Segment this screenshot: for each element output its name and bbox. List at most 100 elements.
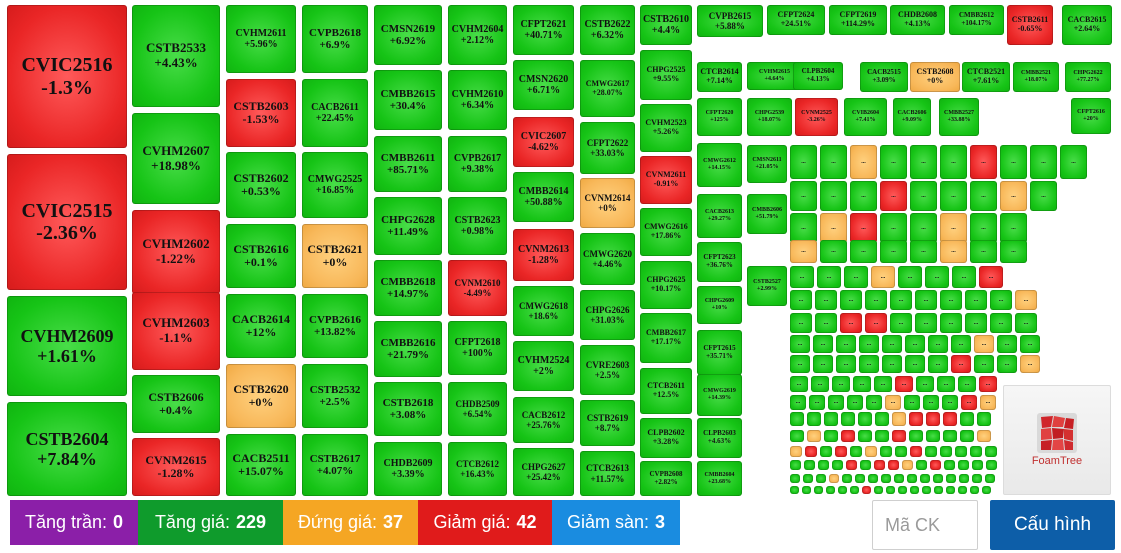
- stock-tile-chdb2609[interactable]: CHDB2609 +3.39%: [374, 442, 442, 496]
- stock-tile-more[interactable]: ...: [974, 335, 994, 353]
- stock-tile-more[interactable]: [898, 486, 907, 494]
- stock-tile-more[interactable]: [934, 486, 943, 494]
- stock-tile-cvre2603[interactable]: CVRE2603 +2.5%: [580, 345, 635, 395]
- stock-tile-cmbb2618[interactable]: CMBB2618 +14.97%: [374, 260, 442, 316]
- legend-ceiling[interactable]: Tăng trần: 0: [10, 500, 138, 545]
- stock-tile-more[interactable]: ...: [915, 313, 937, 333]
- stock-tile-more[interactable]: ...: [951, 355, 971, 373]
- stock-tile-more[interactable]: ...: [836, 355, 856, 373]
- stock-tile-cvnm2613[interactable]: CVNM2613 -1.28%: [513, 229, 574, 281]
- stock-tile-more[interactable]: [842, 474, 852, 483]
- stock-tile-ctcb2613[interactable]: CTCB2613 +11.57%: [580, 451, 635, 496]
- stock-tile-more[interactable]: [894, 474, 904, 483]
- stock-tile-more[interactable]: [958, 460, 969, 470]
- stock-tile-more[interactable]: [841, 430, 855, 442]
- stock-tile-cmbb2614[interactable]: CMBB2614 +50.88%: [513, 172, 574, 222]
- stock-tile-more[interactable]: [835, 446, 847, 457]
- stock-tile-more[interactable]: [807, 430, 821, 442]
- stock-tile-more[interactable]: [824, 412, 838, 426]
- stock-tile-more[interactable]: ...: [880, 145, 907, 179]
- stock-tile-more[interactable]: ...: [885, 395, 901, 410]
- stock-tile-more[interactable]: ...: [974, 355, 994, 373]
- stock-tile-more[interactable]: [977, 430, 991, 442]
- stock-tile-more[interactable]: [920, 474, 930, 483]
- stock-tile-more[interactable]: ...: [813, 355, 833, 373]
- stock-tile-cstb2620[interactable]: CSTB2620 +0%: [226, 364, 296, 428]
- stock-tile-clpb2603[interactable]: CLPB2603 +4.63%: [697, 418, 742, 458]
- stock-tile-more[interactable]: [875, 430, 889, 442]
- stock-tile-more[interactable]: ...: [940, 145, 967, 179]
- stock-tile-cvnm2610[interactable]: CVNM2610 -4.49%: [448, 260, 507, 316]
- stock-tile-cvhm2610[interactable]: CVHM2610 +6.34%: [448, 70, 507, 130]
- stock-tile-more[interactable]: ...: [790, 266, 814, 288]
- stock-tile-more[interactable]: ...: [820, 213, 847, 243]
- stock-tile-more[interactable]: [874, 460, 885, 470]
- stock-tile-cvnm2614[interactable]: CVNM2614 +0%: [580, 178, 635, 228]
- stock-tile-chpg2539[interactable]: CHPG2539 +18.07%: [747, 98, 792, 136]
- stock-tile-more[interactable]: [926, 412, 940, 426]
- stock-tile-cfpt2622[interactable]: CFPT2622 +33.03%: [580, 122, 635, 174]
- stock-tile-more[interactable]: ...: [865, 313, 887, 333]
- stock-tile-cmbb2604[interactable]: CMBB2604 +23.68%: [697, 461, 742, 496]
- stock-tile-cacb2612[interactable]: CACB2612 +25.76%: [513, 397, 574, 443]
- stock-tile-more[interactable]: ...: [844, 266, 868, 288]
- stock-tile-more[interactable]: ...: [970, 145, 997, 179]
- stock-tile-cvpb2618[interactable]: CVPB2618 +6.9%: [302, 5, 368, 73]
- legend-up[interactable]: Tăng giá: 229: [138, 500, 283, 545]
- stock-tile-more[interactable]: ...: [951, 335, 971, 353]
- stock-tile-cvhm2609[interactable]: CVHM2609 +1.61%: [7, 296, 127, 396]
- stock-tile-more[interactable]: [846, 460, 857, 470]
- stock-tile-cstb2604[interactable]: CSTB2604 +7.84%: [7, 402, 127, 496]
- stock-tile-more[interactable]: [922, 486, 931, 494]
- stock-tile-cstb2621[interactable]: CSTB2621 +0%: [302, 224, 368, 288]
- stock-tile-cmbb2606[interactable]: CMBB2606 +51.79%: [747, 194, 787, 234]
- stock-tile-cmbb2615[interactable]: CMBB2615 +30.4%: [374, 70, 442, 130]
- stock-tile-more[interactable]: [855, 474, 865, 483]
- stock-tile-more[interactable]: ...: [923, 395, 939, 410]
- stock-tile-cvnm2525[interactable]: CVNM2525 -3.26%: [795, 98, 838, 136]
- stock-tile-more[interactable]: ...: [850, 213, 877, 243]
- stock-tile-more[interactable]: [892, 412, 906, 426]
- stock-tile-more[interactable]: ...: [880, 181, 907, 211]
- stock-tile-cmbb2612[interactable]: CMBB2612 +104.17%: [949, 5, 1004, 35]
- stock-tile-cmwg2617[interactable]: CMWG2617 +28.07%: [580, 60, 635, 117]
- stock-tile-more[interactable]: ...: [790, 181, 817, 211]
- stock-tile-cfpt2623[interactable]: CFPT2623 +36.76%: [697, 242, 742, 282]
- stock-tile-more[interactable]: [826, 486, 835, 494]
- stock-tile-more[interactable]: [858, 430, 872, 442]
- stock-tile-more[interactable]: ...: [940, 240, 967, 263]
- stock-tile-more[interactable]: [910, 486, 919, 494]
- stock-tile-cacb2511[interactable]: CACB2511 +15.07%: [226, 434, 296, 496]
- stock-tile-more[interactable]: ...: [890, 313, 912, 333]
- stock-tile-chdb2608[interactable]: CHDB2608 +4.13%: [890, 5, 945, 35]
- stock-tile-cvpb2615[interactable]: CVPB2615 +5.88%: [697, 5, 763, 37]
- stock-tile-more[interactable]: ...: [1020, 335, 1040, 353]
- stock-tile-more[interactable]: ...: [910, 181, 937, 211]
- stock-tile-more[interactable]: ...: [790, 376, 808, 392]
- stock-tile-more[interactable]: [875, 412, 889, 426]
- stock-tile-more[interactable]: ...: [928, 335, 948, 353]
- stock-tile-more[interactable]: ...: [790, 335, 810, 353]
- stock-tile-cstb2611[interactable]: CSTB2611 -0.65%: [1007, 5, 1053, 45]
- stock-tile-more[interactable]: [814, 486, 823, 494]
- stock-tile-ctcb2611[interactable]: CTCB2611 +12.5%: [640, 368, 692, 414]
- stock-tile-cstb2619[interactable]: CSTB2619 +8.7%: [580, 400, 635, 446]
- stock-tile-cstb2532[interactable]: CSTB2532 +2.5%: [302, 364, 368, 428]
- stock-tile-cmwg2619[interactable]: CMWG2619 +14.39%: [697, 374, 742, 416]
- stock-tile-more[interactable]: [958, 486, 967, 494]
- stock-tile-more[interactable]: ...: [997, 355, 1017, 373]
- stock-tile-more[interactable]: ...: [813, 335, 833, 353]
- stock-tile-more[interactable]: ...: [820, 145, 847, 179]
- stock-tile-chdb2509[interactable]: CHDB2509 +6.54%: [448, 382, 507, 436]
- stock-tile-more[interactable]: [790, 486, 799, 494]
- stock-tile-more[interactable]: ...: [1000, 145, 1027, 179]
- stock-tile-more[interactable]: ...: [865, 290, 887, 310]
- stock-tile-cstb2533[interactable]: CSTB2533 +4.43%: [132, 5, 220, 107]
- stock-tile-more[interactable]: [841, 412, 855, 426]
- stock-tile-cvhm2602[interactable]: CVHM2602 -1.22%: [132, 210, 220, 294]
- stock-tile-more[interactable]: [916, 460, 927, 470]
- stock-tile-more[interactable]: [892, 430, 906, 442]
- stock-tile-more[interactable]: ...: [820, 240, 847, 263]
- stock-tile-cacb2606[interactable]: CACB2606 +9.09%: [893, 98, 931, 136]
- stock-tile-more[interactable]: ...: [817, 266, 841, 288]
